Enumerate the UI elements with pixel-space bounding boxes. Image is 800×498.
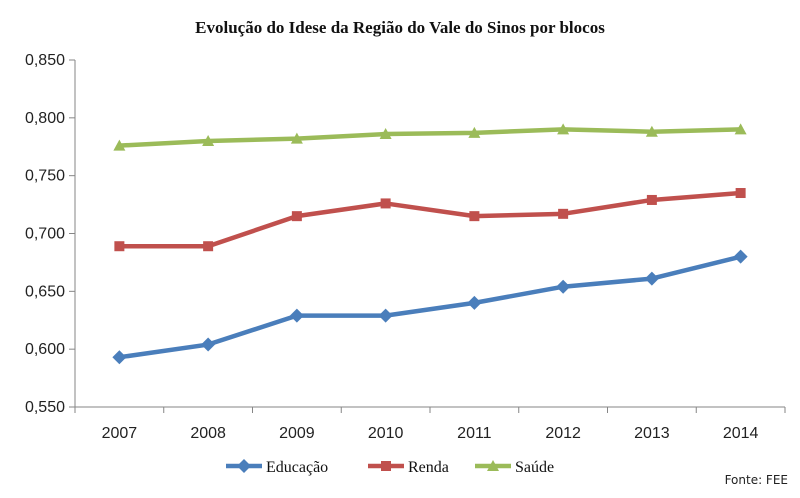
y-tick-label: 0,550 — [25, 399, 65, 416]
axes — [74, 60, 785, 408]
series-saude — [113, 123, 747, 151]
data-point-educacao — [467, 295, 482, 310]
data-point-saude — [113, 139, 126, 151]
data-point-educacao — [289, 308, 304, 323]
data-point-renda — [114, 241, 125, 252]
y-axis-ticks: 0,850 0,800 0,750 0,700 0,650 0,600 0,550 — [25, 52, 75, 416]
legend-label: Saúde — [515, 459, 554, 476]
x-tick-label: 2007 — [102, 425, 138, 442]
series-line-renda — [117, 190, 743, 249]
x-tick-label: 2012 — [545, 425, 581, 442]
legend-item-saude: Saúde — [475, 459, 554, 476]
x-tick-label: 2014 — [723, 425, 759, 442]
data-point-renda — [646, 194, 657, 205]
y-tick-label: 0,850 — [25, 52, 65, 69]
chart-title: Evolução do Idese da Região do Vale do S… — [195, 18, 605, 37]
data-point-educacao — [112, 350, 127, 365]
series-line-saude — [117, 127, 743, 148]
data-point-educacao — [556, 279, 571, 294]
source-note: Fonte: FEE — [725, 473, 788, 487]
data-point-renda — [380, 198, 391, 209]
legend-marker — [381, 461, 391, 471]
series-renda — [114, 188, 746, 252]
data-point-saude — [557, 123, 570, 135]
data-point-educacao — [201, 337, 216, 352]
y-tick-label: 0,600 — [25, 341, 65, 358]
data-point-saude — [645, 125, 658, 137]
legend-item-educacao: Educação — [226, 459, 328, 476]
x-tick-label: 2009 — [279, 425, 315, 442]
data-point-renda — [203, 241, 214, 252]
series-educacao — [112, 249, 748, 365]
data-point-saude — [468, 126, 481, 138]
y-tick-label: 0,800 — [25, 110, 65, 127]
data-point-saude — [734, 123, 747, 135]
data-point-renda — [291, 211, 302, 222]
data-point-renda — [735, 188, 746, 199]
data-point-saude — [202, 134, 215, 146]
data-point-educacao — [733, 249, 748, 264]
x-tick-label: 2013 — [634, 425, 670, 442]
legend-item-renda: Renda — [368, 459, 449, 476]
y-tick-label: 0,700 — [25, 226, 65, 243]
x-tick-label: 2010 — [368, 425, 404, 442]
legend: Educação Renda Saúde — [226, 459, 554, 476]
x-axis-ticks: 2007 2008 2009 2010 2011 2012 2013 2014 — [74, 407, 786, 442]
data-point-renda — [469, 211, 480, 222]
y-tick-label: 0,650 — [25, 283, 65, 300]
series-layer — [112, 123, 748, 365]
x-tick-label: 2008 — [190, 425, 226, 442]
data-point-educacao — [644, 271, 659, 286]
series-line-educacao — [117, 254, 743, 360]
legend-label: Renda — [408, 459, 449, 476]
data-point-saude — [290, 132, 303, 144]
x-tick-label: 2011 — [457, 425, 492, 442]
data-point-renda — [558, 208, 569, 219]
legend-marker — [487, 460, 499, 471]
data-point-saude — [379, 128, 392, 140]
data-point-educacao — [378, 308, 393, 323]
y-tick-label: 0,750 — [25, 168, 65, 185]
legend-label: Educação — [266, 459, 328, 476]
legend-marker — [237, 459, 251, 473]
